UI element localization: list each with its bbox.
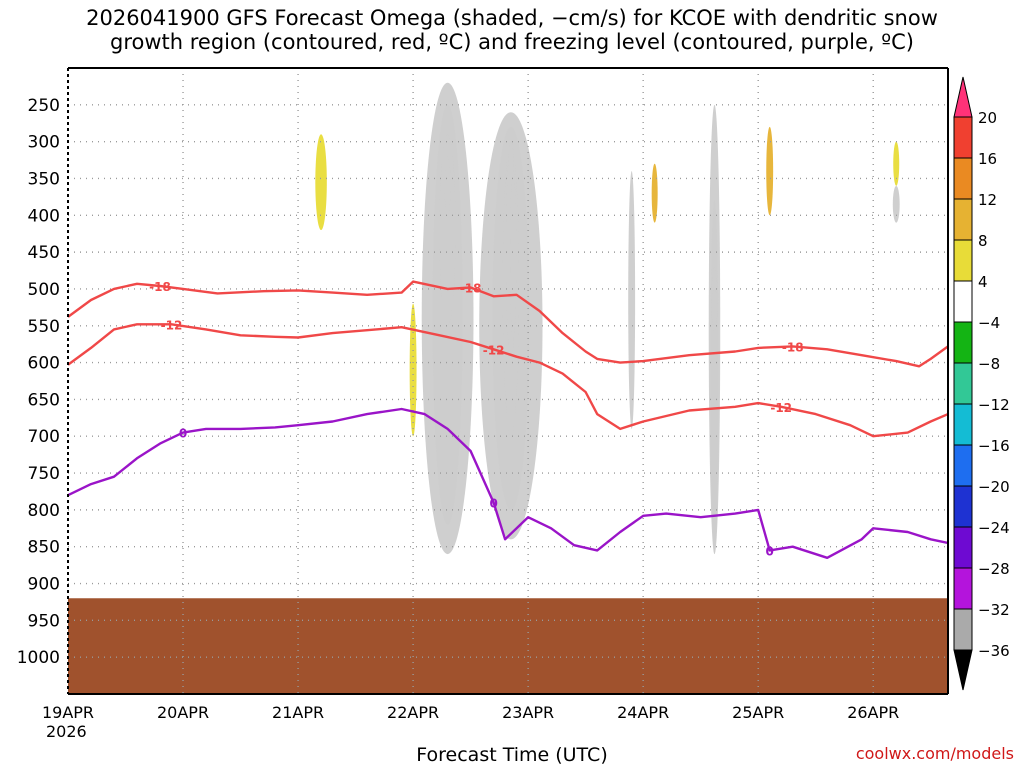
contour-line-2 [68,407,948,559]
terrain-fill [68,598,948,694]
y-tick-label-500: 500 [28,280,60,300]
omega-region-22 [510,171,517,341]
colorbar-label-3: 8 [978,232,988,250]
omega-region-27 [711,288,718,326]
y-tick-label-250: 250 [28,96,60,116]
x-tick-label-5: 24APR [617,703,669,722]
colorbar-band-3 [953,239,973,282]
contour-line-1 [68,323,948,438]
y-tick-label-900: 900 [28,575,60,595]
omega-region-28 [892,185,900,223]
colorbar: 20 16 12 8 4 −4 −8 −12 −16 −20 −24 −28 −32 −36 [953,76,1010,691]
y-tick-label-800: 800 [28,501,60,521]
y-tick-label-750: 750 [28,464,60,484]
colorbar-label-7: −12 [978,396,1010,414]
contour-label-2-2: 0 [766,544,774,558]
x-tick-label-0: 19APR [42,703,94,722]
year-label: 2026 [46,722,87,741]
omega-region-0 [69,126,79,238]
y-axis: 250 300 350 400 450 500 550 600 650 700 750 800 850 9… [17,96,60,668]
y-tick-label-450: 450 [28,243,60,263]
y-tick-label-600: 600 [28,354,60,374]
credit-text: coolwx.com/models [855,744,1014,763]
colorbar-label-4: 4 [978,273,988,291]
terrain [68,598,948,694]
contour-label-2-0: 0 [179,427,187,441]
omega-region-5 [409,303,417,437]
x-tick-label-6: 25APR [732,703,784,722]
colorbar-band-0 [953,116,973,159]
x-tick-label-4: 23APR [502,703,554,722]
omega-region-1 [201,163,223,334]
omega-region-6 [545,163,580,304]
contour-label-2-1: 0 [489,497,497,511]
omega-region-13 [930,163,943,363]
y-tick-label-1000: 1000 [17,648,60,668]
colorbar-band-5 [953,321,973,364]
contours: -18 -18 -18 -12 -12 -12 0 0 0 [68,280,948,559]
colorbar-label-5: −4 [978,314,1000,332]
colorbar-label-10: −24 [978,519,1010,537]
colorbar-band-10 [953,526,973,569]
y-tick-label-550: 550 [28,317,60,337]
y-tick-label-650: 650 [28,390,60,410]
colorbar-label-0: 20 [978,109,997,127]
contour-line-0 [68,280,948,368]
contour-label-0-0: -18 [149,280,171,294]
omega-region-25 [710,200,719,555]
y-tick-label-700: 700 [28,427,60,447]
omega-region-8 [651,163,658,223]
y-tick-label-400: 400 [28,206,60,226]
colorbar-band-1 [953,157,973,200]
y-tick-label-850: 850 [28,538,60,558]
omega-region-12 [893,141,900,186]
colorbar-label-13: −36 [978,642,1010,660]
x-tick-label-3: 22APR [387,703,439,722]
colorbar-band-12 [953,608,973,651]
colorbar-band-11 [953,567,973,610]
omega-region-17 [444,156,451,216]
colorbar-band-4 [953,280,973,323]
colorbar-label-6: −8 [978,355,1000,373]
colorbar-label-11: −28 [978,560,1010,578]
grid [68,68,948,694]
x-tick-label-1: 20APR [157,703,209,722]
y-tick-label-350: 350 [28,169,60,189]
x-axis-label: Forecast Time (UTC) [416,744,608,766]
colorbar-label-2: 12 [978,191,997,209]
colorbar-label-1: 16 [978,150,997,168]
colorbar-label-8: −16 [978,437,1010,455]
omega-region-16 [439,134,456,326]
colorbar-band-2 [953,198,973,241]
contour-label-0-1: -18 [460,281,482,295]
omega-region-23 [628,171,636,429]
colorbar-label-9: −20 [978,478,1010,496]
contour-label-1-1: -12 [483,343,505,357]
plot-frame [67,67,949,695]
chart-title: 2026041900 GFS Forecast Omega (shaded, −… [86,6,938,54]
omega-region-10 [766,126,774,216]
colorbar-band-8 [953,444,973,487]
contour-label-1-2: -12 [770,401,792,415]
omega-region-3 [315,134,327,231]
colorbar-arrow-bottom [953,649,973,691]
colorbar-arrow-top [953,76,973,118]
omega-region-2 [298,104,333,289]
x-tick-label-2: 21APR [272,703,324,722]
contour-label-0-2: -18 [782,340,804,354]
omega-region-29 [939,0,946,53]
colorbar-band-7 [953,403,973,446]
contour-label-1-0: -12 [161,318,183,332]
x-tick-label-7: 26APR [847,703,899,722]
y-tick-label-950: 950 [28,611,60,631]
colorbar-band-9 [953,485,973,528]
colorbar-label-12: −32 [978,601,1010,619]
x-axis: 19APR 20APR 21APR 22APR 23APR 24APR 25APR 26APR [42,703,899,722]
y-tick-label-300: 300 [28,133,60,153]
colorbar-band-6 [953,362,973,405]
